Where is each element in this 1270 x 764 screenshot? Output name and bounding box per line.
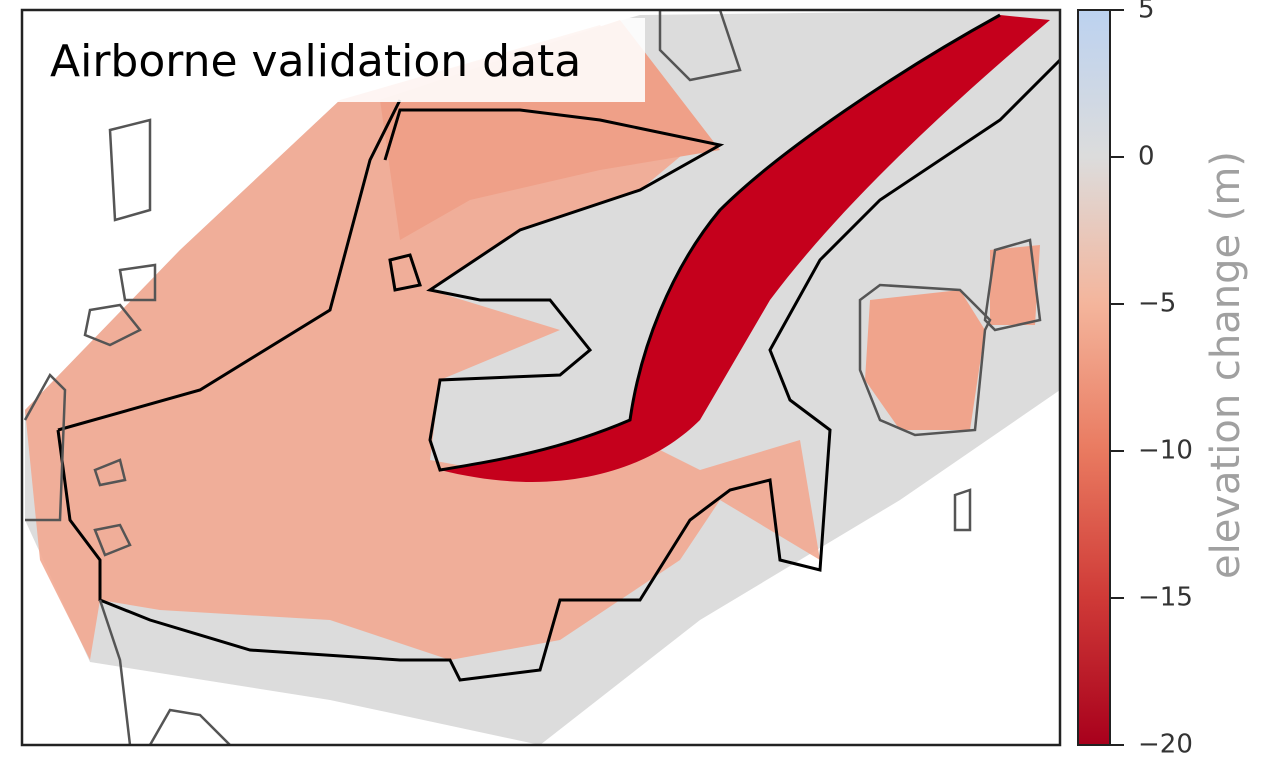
- page: {"map": {"title": "Airborne validation d…: [0, 0, 1270, 760]
- colorbar-tick-label: −10: [1138, 436, 1193, 466]
- figure: Airborne validation data elevation chang…: [0, 0, 1270, 760]
- colorbar-tick-label: 0: [1138, 142, 1155, 172]
- colorbar: [1078, 10, 1110, 745]
- colorbar-tick-label: 5: [1138, 0, 1155, 25]
- colorbar-tick-label: −20: [1138, 730, 1193, 760]
- map-image: [22, 10, 1060, 745]
- colorbar-tick-label: −15: [1138, 583, 1193, 613]
- colorbar-tick-label: −5: [1138, 289, 1176, 319]
- map-title: Airborne validation data: [50, 36, 581, 87]
- colorbar-label: elevation change (m): [1203, 151, 1249, 579]
